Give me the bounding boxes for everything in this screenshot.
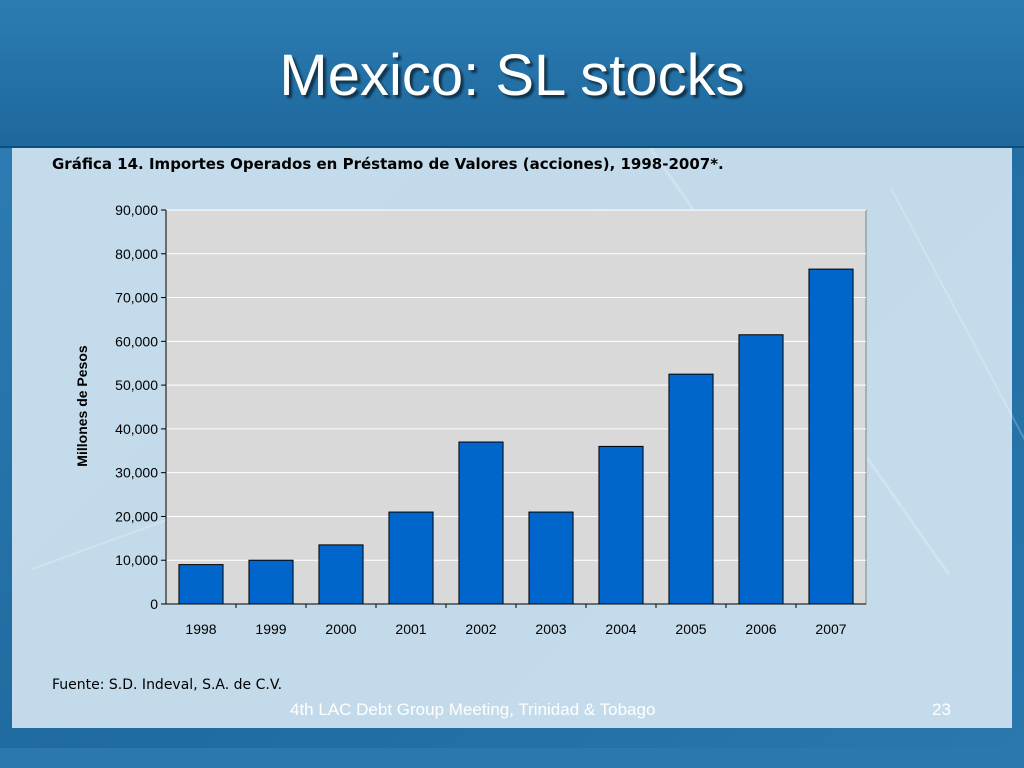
y-tick-label: 10,000 [115, 552, 158, 568]
x-tick-labels: 1998 1999 2000 2001 2002 2003 2004 2005 2006 2007 [185, 604, 847, 637]
y-tick-label: 50,000 [115, 377, 158, 393]
x-tick-label: 2006 [745, 621, 776, 637]
slide-header [0, 0, 1024, 148]
x-tick-label: 2002 [465, 621, 496, 637]
bars [178, 268, 854, 605]
bar-1998 [178, 564, 224, 605]
y-tick-label: 60,000 [115, 333, 158, 349]
chart-title: Gráfica 14. Importes Operados en Préstam… [52, 155, 724, 173]
x-tick-label: 2001 [395, 621, 426, 637]
x-tick-label: 2000 [325, 621, 356, 637]
y-axis-label: Millones de Pesos [74, 345, 90, 467]
x-tick-label: 2003 [535, 621, 566, 637]
header-divider [0, 146, 1024, 148]
bar-2004 [598, 445, 644, 605]
y-tick-label: 90,000 [115, 202, 158, 218]
bar-2007 [808, 268, 854, 605]
x-tick-label: 2007 [815, 621, 846, 637]
y-tick-label: 40,000 [115, 421, 158, 437]
y-tick-labels: 0 10,000 20,000 30,000 40,000 50,000 60,000 70,… [115, 202, 166, 612]
page-number: 23 [932, 700, 951, 719]
x-tick-label: 1999 [255, 621, 286, 637]
bar-1999 [248, 559, 294, 605]
y-tick-label: 30,000 [115, 465, 158, 481]
bar-2002 [458, 441, 504, 605]
bar-2000 [318, 544, 364, 605]
y-tick-label: 70,000 [115, 290, 158, 306]
source-note: Fuente: S.D. Indeval, S.A. de C.V. [52, 677, 283, 693]
bar-2003 [528, 511, 574, 605]
y-tick-label: 0 [150, 596, 158, 612]
x-tick-label: 2004 [605, 621, 636, 637]
bar-2006 [738, 334, 784, 605]
bar-2005 [668, 373, 714, 605]
bar-2001 [388, 511, 434, 605]
y-tick-label: 80,000 [115, 246, 158, 262]
footer-text: 4th LAC Debt Group Meeting, Trinidad & T… [290, 700, 656, 719]
x-tick-label: 2005 [675, 621, 706, 637]
x-tick-label: 1998 [185, 621, 216, 637]
y-tick-label: 20,000 [115, 508, 158, 524]
slide-title: Mexico: SL stocks [279, 43, 745, 108]
bottom-strip [0, 748, 1024, 768]
